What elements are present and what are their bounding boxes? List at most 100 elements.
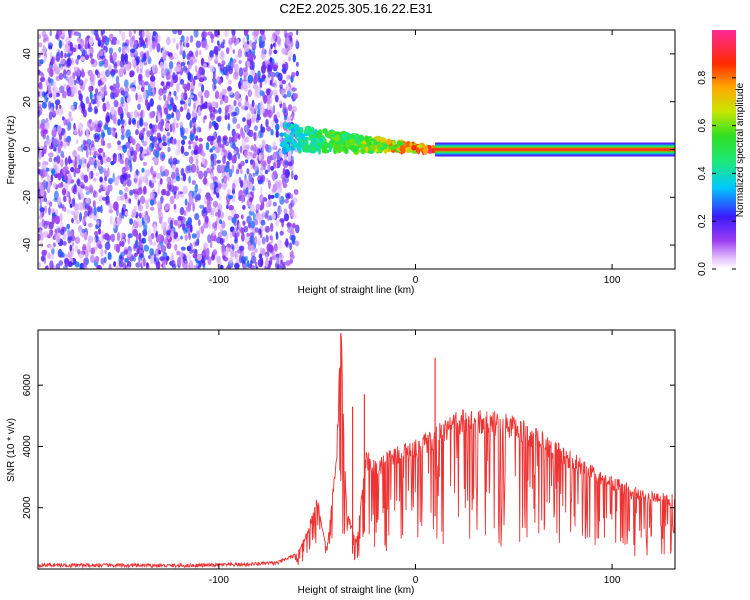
y-tick-label: -40 [22,237,33,252]
noise-cell [229,230,233,239]
noise-cell [259,90,264,96]
noise-cell [113,261,117,267]
noise-cell [98,164,102,170]
noise-cell [186,82,191,91]
noise-cell [135,194,139,201]
noise-cell [38,233,41,241]
noise-cell [165,81,171,87]
noise-cell [196,230,200,240]
noise-cell [215,211,218,217]
noise-cell [100,70,106,80]
noise-cell [113,63,118,70]
noise-cell [64,157,68,167]
noise-cell [189,156,194,165]
noise-cell [143,186,147,192]
noise-cell [150,206,155,211]
noise-cell [84,54,90,60]
noise-cell [202,212,207,219]
noise-cell [194,183,198,193]
noise-cell [231,216,237,224]
noise-cell [68,34,72,39]
noise-cell [49,253,55,260]
noise-cell [187,62,192,70]
transition-cell [279,142,287,148]
noise-cell [152,64,156,74]
noise-cell [183,228,188,234]
noise-cell [165,100,169,107]
noise-cell [263,36,267,41]
noise-cell [254,227,259,233]
transition-cell [316,138,320,144]
noise-cell [110,126,114,136]
noise-cell [48,229,53,238]
noise-cell [287,50,293,58]
noise-cell [166,242,172,250]
noise-cell [75,58,79,65]
noise-cell [49,260,54,269]
noise-cell [264,225,270,233]
noise-cell [75,219,80,225]
noise-cell [185,165,190,174]
noise-cell [149,79,156,89]
noise-cell [261,212,266,218]
noise-cell [176,64,182,72]
noise-cell [236,123,241,129]
noise-cell [189,133,195,141]
noise-cell [287,150,292,159]
noise-cell [75,139,79,144]
noise-cell [67,177,71,185]
noise-cell [56,125,62,134]
noise-cell [195,262,199,267]
noise-cell [149,98,154,107]
noise-cell [265,234,269,243]
noise-cell [62,166,66,175]
transition-cell [330,130,337,134]
noise-cell [240,105,246,110]
noise-cell [170,97,174,106]
noise-cell [268,179,271,190]
noise-cell [106,156,111,163]
noise-cell [138,232,142,242]
noise-cell [156,172,162,180]
noise-cell [101,196,108,201]
noise-cell [88,171,92,180]
noise-cell [49,30,52,37]
noise-cell [126,261,132,269]
noise-cell [138,243,144,248]
noise-cell [143,90,147,100]
colorbar: 0.0 0.2 0.4 0.6 0.8 Normalized spectral ampl… [697,30,746,276]
noise-cell [124,249,129,255]
noise-cell [262,248,266,256]
noise-cell [228,90,234,95]
transition-cell [386,138,392,145]
noise-cell [288,56,291,62]
noise-cell [242,204,246,210]
noise-cell [163,51,167,61]
noise-cell [142,30,145,38]
noise-cell [41,91,46,98]
noise-cell [103,256,107,264]
noise-cell [98,91,105,99]
snr-x-ticks: -100 0 100 [209,330,621,586]
noise-cell [143,238,147,244]
noise-cell [282,167,286,176]
noise-cell [263,94,268,104]
noise-cell [138,212,142,219]
noise-cell [227,123,231,131]
noise-cell [259,247,263,253]
noise-cell [55,103,58,111]
noise-cell [42,179,47,186]
noise-cell [163,169,169,177]
noise-cell [142,43,147,49]
noise-cell [90,247,96,255]
noise-cell [99,176,103,183]
noise-cell [191,122,197,128]
noise-cell [261,144,265,152]
noise-cell [272,42,276,48]
noise-cell [174,243,178,251]
noise-cell [254,261,258,268]
noise-cell [233,251,239,260]
transition-cell [321,146,327,154]
noise-cell [291,170,294,180]
noise-cell [170,179,174,186]
